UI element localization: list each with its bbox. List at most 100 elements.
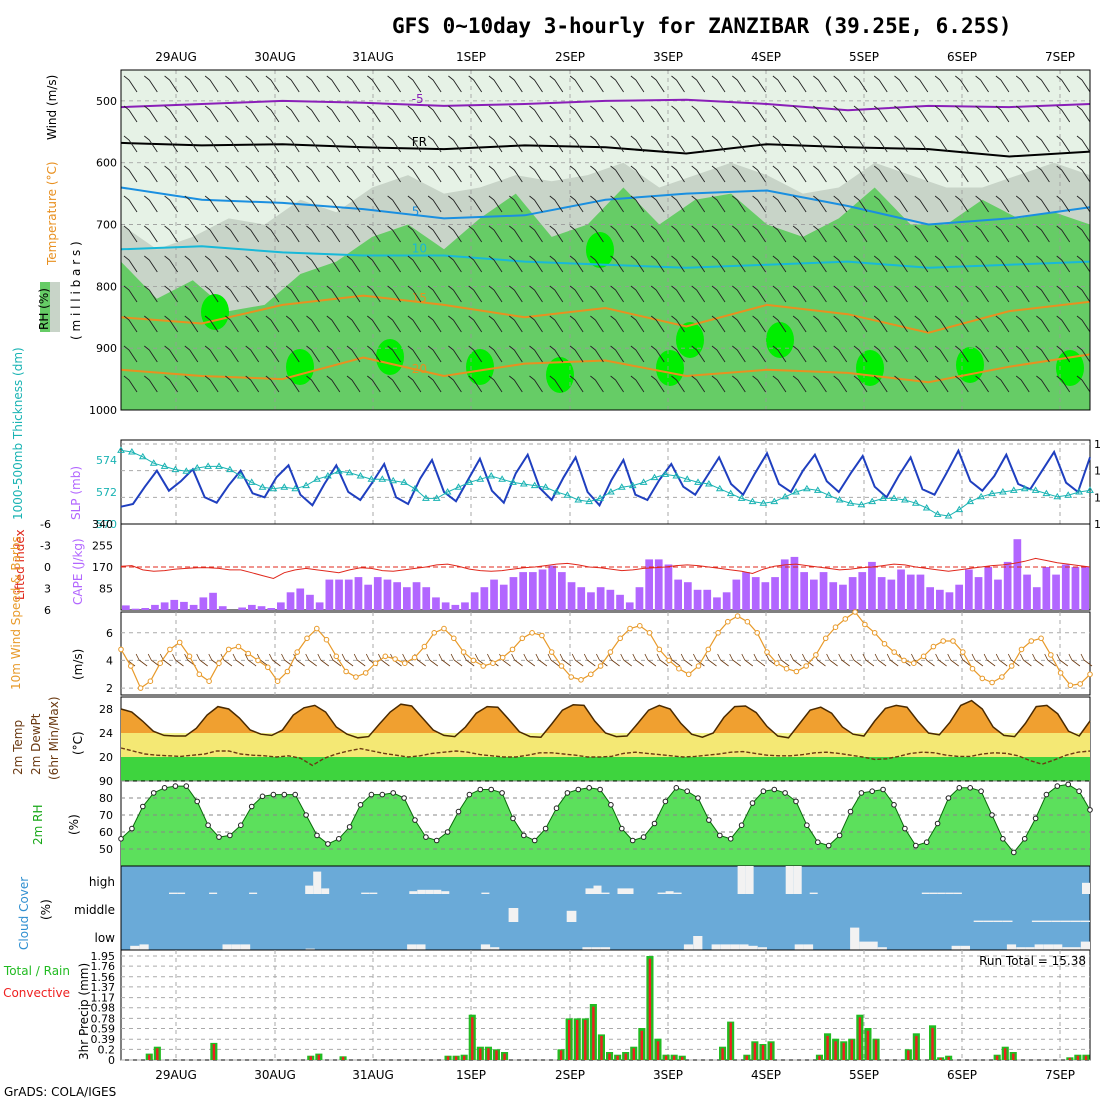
wind-speed-marker (157, 660, 163, 667)
wind-speed-marker (235, 643, 242, 650)
wind-barb (529, 375, 543, 393)
thickness-marker (628, 481, 637, 489)
precip-convective-bar (842, 1042, 845, 1060)
cloud-cover-bar (1041, 920, 1052, 922)
wind-barb (367, 345, 381, 363)
wind-barb (610, 285, 624, 303)
wind-barb (225, 105, 239, 123)
wind-barb (610, 315, 624, 333)
rh2m-marker (1076, 788, 1082, 795)
rh2m-marker (444, 829, 451, 835)
precip-convective-bar (915, 1036, 918, 1060)
wind-barb (569, 165, 584, 183)
wind-barb (448, 345, 462, 363)
wind-barb (346, 375, 361, 393)
wind-tick-label: 4 (106, 654, 113, 667)
cloud-cover-bar (585, 888, 594, 894)
wind-barb (265, 345, 280, 363)
wind-barb (245, 165, 260, 183)
wind-barb (427, 255, 442, 273)
wind-barb (833, 105, 848, 123)
cape-bar (277, 602, 285, 610)
wind-barb (245, 105, 260, 123)
wind-speed-marker (999, 674, 1005, 680)
cape-bar (170, 599, 179, 610)
wind-barb (387, 285, 401, 303)
wind-barb (265, 195, 280, 213)
surface-wind-barb (269, 653, 281, 667)
wind-barb (1036, 285, 1050, 303)
wind-barb (934, 195, 949, 213)
wind-speed-marker (480, 663, 487, 669)
rh-bright-cell (956, 347, 984, 383)
surface-wind-barb (874, 653, 887, 667)
cloud-cover-bar (1070, 920, 1081, 922)
wind-barb (184, 75, 199, 93)
wind-barb (1056, 225, 1071, 243)
thickness-marker (726, 489, 735, 497)
precip-convective-bar (454, 1056, 458, 1060)
wind-barb (549, 315, 564, 333)
rh2m-marker (292, 791, 299, 798)
wind-barb (225, 75, 239, 93)
wind-barb (569, 255, 584, 273)
precip-convective-bar (769, 1042, 773, 1060)
cloud-cover-bar (425, 889, 434, 894)
thickness-marker (443, 488, 452, 495)
rh2m-marker (967, 785, 974, 791)
wind-barb (468, 345, 483, 363)
rh2m-marker (673, 785, 680, 791)
wind-barb (488, 255, 503, 273)
wind-barb (529, 345, 543, 363)
wind-barb (245, 195, 260, 213)
thickness-marker (389, 476, 398, 484)
wind-barb (204, 75, 219, 93)
wind-speed-marker (979, 675, 986, 682)
rh2m-marker (825, 842, 832, 849)
wind-barb (306, 195, 320, 213)
surface-wind-barb (329, 653, 342, 667)
thickness-marker (901, 496, 909, 503)
wind-barb (245, 75, 260, 93)
thickness-marker (193, 464, 202, 471)
wind-barb (711, 135, 726, 153)
thickness-marker (117, 446, 125, 453)
rh2m-marker (793, 798, 799, 805)
rh2m-marker (325, 841, 331, 847)
wind-barb (164, 225, 178, 243)
wind-speed-marker (128, 663, 134, 669)
rh2m-marker (684, 788, 691, 795)
date-label-top: 5SEP (849, 50, 879, 64)
wind-barb (468, 195, 483, 213)
wind-barb (833, 75, 848, 93)
rh2m-marker (727, 836, 734, 842)
wind-barb (691, 195, 706, 213)
cape-bar (480, 587, 489, 610)
rh2m-marker (510, 815, 516, 822)
cape-bar (771, 577, 779, 610)
wind-barb (1056, 375, 1071, 393)
wind-barb (164, 375, 178, 393)
cape-bar (325, 579, 334, 610)
wind-barb (792, 225, 807, 243)
thickness-marker (345, 468, 354, 476)
date-label-bottom: 7SEP (1045, 1068, 1075, 1082)
cape-bar (567, 582, 576, 610)
precip-tick-label: 0.98 (91, 1002, 116, 1015)
wind-barb (610, 135, 624, 153)
rh2m-marker (586, 785, 593, 791)
wind-barb (407, 315, 422, 333)
wind-barb (1076, 375, 1091, 393)
cloud-cover-bar (313, 871, 322, 894)
wind-speed-marker (1087, 671, 1093, 678)
wind-speed-marker (147, 678, 154, 685)
wind-barb (427, 225, 442, 243)
wind-barb (164, 195, 178, 213)
wind-barb (265, 225, 280, 243)
precip-total-label: Total / Rain (3, 964, 70, 978)
cloud-cover-bar (657, 892, 666, 894)
rh-bright-cell (201, 294, 229, 330)
li-tick-label: 0 (44, 561, 51, 574)
cape-bar (732, 579, 741, 610)
wind-barb (529, 255, 543, 273)
